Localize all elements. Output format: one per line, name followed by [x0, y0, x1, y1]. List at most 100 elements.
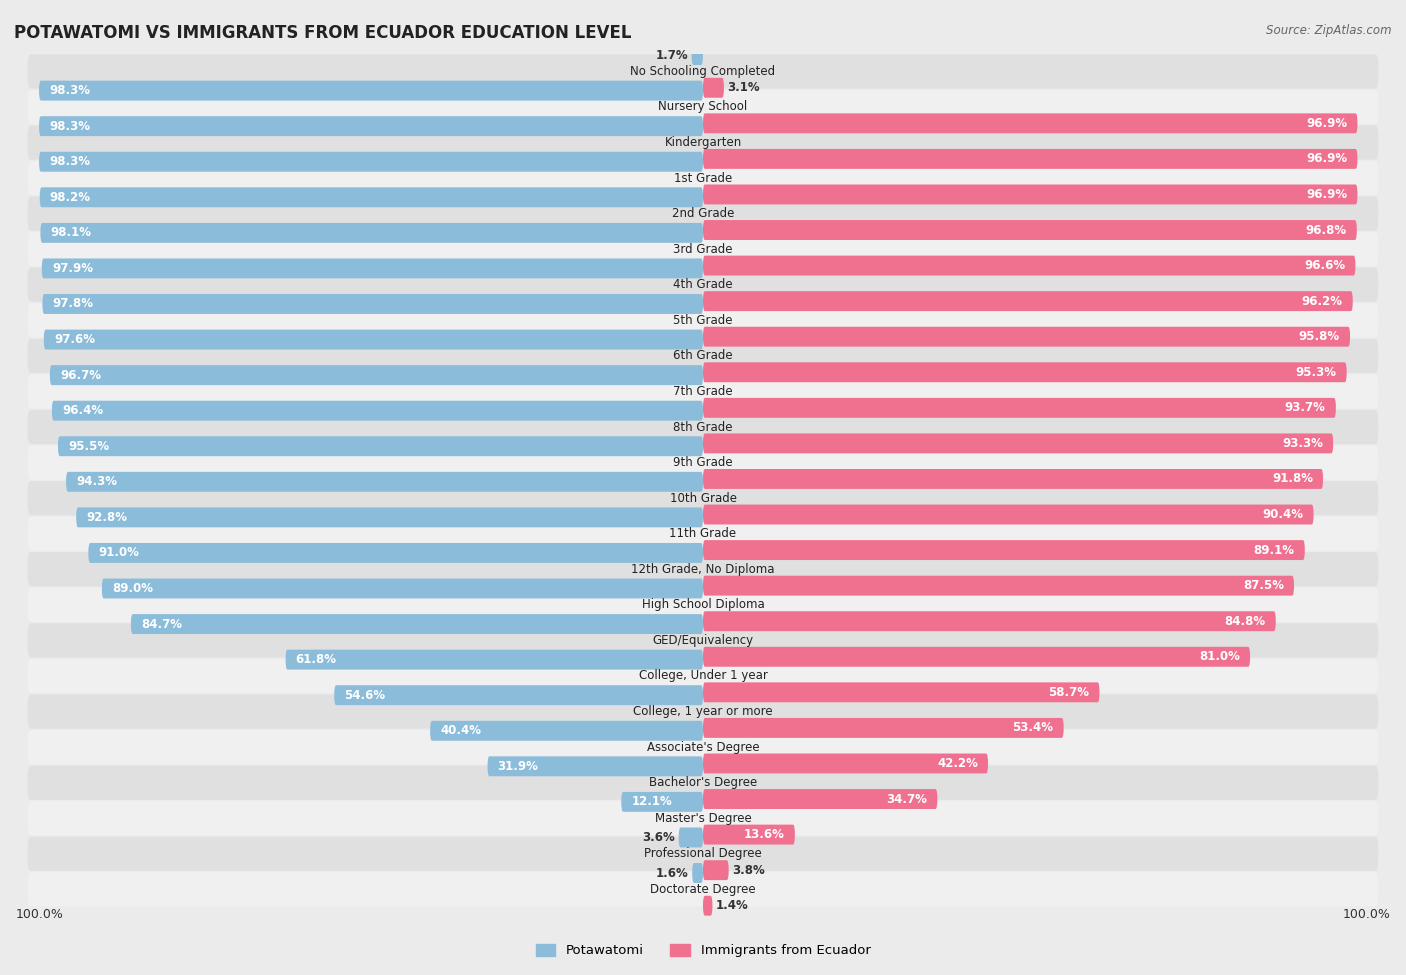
Text: 96.9%: 96.9%	[1306, 188, 1347, 201]
Text: 3rd Grade: 3rd Grade	[673, 243, 733, 255]
FancyBboxPatch shape	[42, 294, 703, 314]
FancyBboxPatch shape	[39, 187, 703, 208]
FancyBboxPatch shape	[28, 765, 1378, 799]
FancyBboxPatch shape	[703, 860, 728, 880]
Text: 98.3%: 98.3%	[49, 155, 90, 169]
FancyBboxPatch shape	[28, 730, 1378, 764]
Text: 98.1%: 98.1%	[51, 226, 91, 240]
Text: 96.2%: 96.2%	[1302, 294, 1343, 308]
Text: 91.8%: 91.8%	[1272, 473, 1313, 486]
Text: 94.3%: 94.3%	[76, 475, 117, 488]
Text: 40.4%: 40.4%	[440, 724, 481, 737]
FancyBboxPatch shape	[28, 374, 1378, 409]
FancyBboxPatch shape	[28, 446, 1378, 480]
Text: 58.7%: 58.7%	[1049, 685, 1090, 699]
Text: 61.8%: 61.8%	[295, 653, 336, 666]
FancyBboxPatch shape	[692, 863, 703, 883]
FancyBboxPatch shape	[703, 646, 1250, 667]
Text: 10th Grade: 10th Grade	[669, 491, 737, 505]
FancyBboxPatch shape	[703, 327, 1350, 347]
FancyBboxPatch shape	[89, 543, 703, 563]
FancyBboxPatch shape	[52, 401, 703, 420]
FancyBboxPatch shape	[44, 330, 703, 349]
Text: 13.6%: 13.6%	[744, 828, 785, 841]
FancyBboxPatch shape	[692, 45, 703, 65]
FancyBboxPatch shape	[28, 339, 1378, 373]
Text: 91.0%: 91.0%	[98, 546, 139, 560]
FancyBboxPatch shape	[703, 611, 1275, 631]
Text: Nursery School: Nursery School	[658, 100, 748, 113]
Text: 96.4%: 96.4%	[62, 405, 103, 417]
FancyBboxPatch shape	[28, 303, 1378, 337]
FancyBboxPatch shape	[76, 507, 703, 527]
Text: 8th Grade: 8th Grade	[673, 420, 733, 434]
FancyBboxPatch shape	[42, 258, 703, 279]
FancyBboxPatch shape	[28, 694, 1378, 728]
FancyBboxPatch shape	[28, 161, 1378, 195]
Text: 92.8%: 92.8%	[86, 511, 128, 524]
Text: 42.2%: 42.2%	[936, 757, 979, 770]
FancyBboxPatch shape	[28, 623, 1378, 657]
FancyBboxPatch shape	[488, 757, 703, 776]
Text: 5th Grade: 5th Grade	[673, 314, 733, 327]
Text: 54.6%: 54.6%	[344, 688, 385, 702]
Text: 96.7%: 96.7%	[60, 369, 101, 381]
Text: 97.6%: 97.6%	[53, 333, 96, 346]
Text: College, 1 year or more: College, 1 year or more	[633, 705, 773, 718]
FancyBboxPatch shape	[703, 113, 1358, 134]
FancyBboxPatch shape	[703, 78, 724, 98]
Text: 98.3%: 98.3%	[49, 84, 90, 98]
FancyBboxPatch shape	[703, 184, 1358, 205]
Text: 96.8%: 96.8%	[1306, 223, 1347, 237]
FancyBboxPatch shape	[703, 149, 1358, 169]
Text: 90.4%: 90.4%	[1263, 508, 1303, 521]
Text: 93.3%: 93.3%	[1282, 437, 1323, 449]
Text: Professional Degree: Professional Degree	[644, 847, 762, 860]
Text: Kindergarten: Kindergarten	[665, 136, 741, 149]
FancyBboxPatch shape	[28, 90, 1378, 124]
Text: Doctorate Degree: Doctorate Degree	[650, 883, 756, 896]
Text: 81.0%: 81.0%	[1199, 650, 1240, 663]
FancyBboxPatch shape	[28, 481, 1378, 515]
FancyBboxPatch shape	[703, 540, 1305, 560]
Text: 95.5%: 95.5%	[67, 440, 110, 452]
FancyBboxPatch shape	[66, 472, 703, 491]
FancyBboxPatch shape	[679, 828, 703, 847]
Text: GED/Equivalency: GED/Equivalency	[652, 634, 754, 647]
FancyBboxPatch shape	[58, 436, 703, 456]
Text: 98.3%: 98.3%	[49, 120, 90, 133]
Text: 1.4%: 1.4%	[716, 899, 748, 913]
Text: 95.3%: 95.3%	[1295, 366, 1337, 378]
FancyBboxPatch shape	[703, 255, 1355, 276]
Text: 1.6%: 1.6%	[657, 867, 689, 879]
FancyBboxPatch shape	[28, 659, 1378, 693]
FancyBboxPatch shape	[28, 588, 1378, 622]
Text: 87.5%: 87.5%	[1243, 579, 1284, 592]
FancyBboxPatch shape	[621, 792, 703, 812]
Text: 11th Grade: 11th Grade	[669, 527, 737, 540]
FancyBboxPatch shape	[703, 469, 1323, 488]
Text: Source: ZipAtlas.com: Source: ZipAtlas.com	[1267, 24, 1392, 37]
Text: No Schooling Completed: No Schooling Completed	[630, 65, 776, 78]
Text: 1st Grade: 1st Grade	[673, 172, 733, 184]
FancyBboxPatch shape	[703, 434, 1333, 453]
Text: Master's Degree: Master's Degree	[655, 812, 751, 825]
Text: 53.4%: 53.4%	[1012, 722, 1053, 734]
Text: POTAWATOMI VS IMMIGRANTS FROM ECUADOR EDUCATION LEVEL: POTAWATOMI VS IMMIGRANTS FROM ECUADOR ED…	[14, 24, 631, 42]
Text: 100.0%: 100.0%	[15, 909, 63, 921]
Text: 98.2%: 98.2%	[49, 191, 91, 204]
Text: 84.8%: 84.8%	[1225, 614, 1265, 628]
Text: 3.8%: 3.8%	[733, 864, 765, 877]
FancyBboxPatch shape	[430, 721, 703, 741]
Text: 9th Grade: 9th Grade	[673, 456, 733, 469]
FancyBboxPatch shape	[703, 220, 1357, 240]
Text: 100.0%: 100.0%	[1343, 909, 1391, 921]
FancyBboxPatch shape	[28, 55, 1378, 89]
FancyBboxPatch shape	[28, 552, 1378, 586]
FancyBboxPatch shape	[703, 398, 1336, 418]
FancyBboxPatch shape	[101, 578, 703, 599]
FancyBboxPatch shape	[28, 517, 1378, 551]
FancyBboxPatch shape	[703, 789, 938, 809]
Text: 97.8%: 97.8%	[52, 297, 94, 310]
Text: 34.7%: 34.7%	[886, 793, 927, 805]
